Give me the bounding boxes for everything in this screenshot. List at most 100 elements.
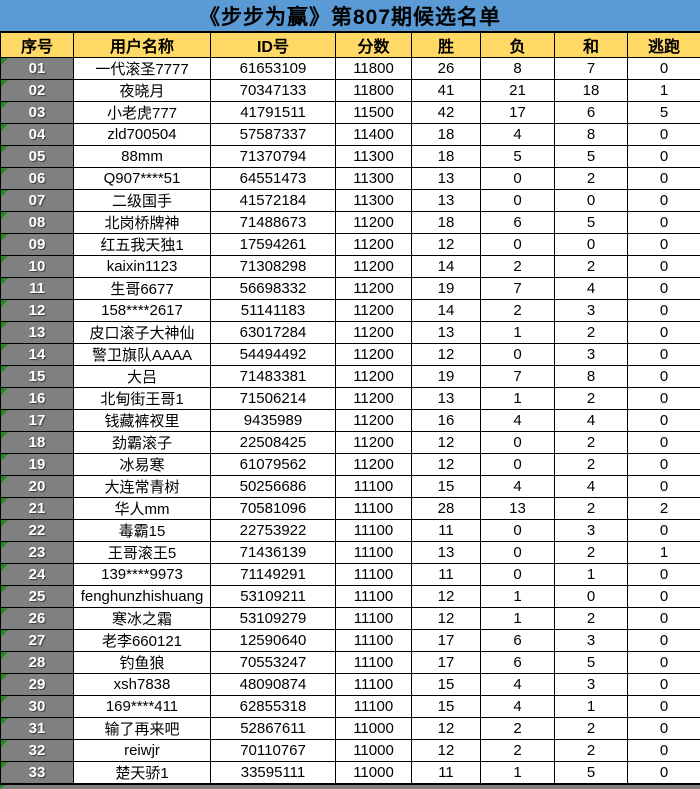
flee-cell[interactable]: 5 <box>628 102 700 124</box>
draws-cell[interactable]: 5 <box>555 652 628 674</box>
losses-cell[interactable]: 2 <box>481 740 555 762</box>
score-cell[interactable]: 11300 <box>336 190 412 212</box>
row-number-cell[interactable]: 33 <box>1 762 74 784</box>
flee-cell[interactable]: 0 <box>628 344 700 366</box>
losses-cell[interactable]: 0 <box>481 432 555 454</box>
row-number-cell[interactable]: 16 <box>1 388 74 410</box>
username-cell[interactable]: 红五我天独1 <box>74 234 211 256</box>
row-number-cell[interactable]: 27 <box>1 630 74 652</box>
username-cell[interactable]: 夜晓月 <box>74 80 211 102</box>
losses-cell[interactable]: 0 <box>481 168 555 190</box>
column-header-3[interactable]: 分数 <box>336 33 412 58</box>
row-number-cell[interactable]: 08 <box>1 212 74 234</box>
username-cell[interactable]: Q907****51 <box>74 168 211 190</box>
losses-cell[interactable]: 2 <box>481 300 555 322</box>
row-number-cell[interactable]: 19 <box>1 454 74 476</box>
id-cell[interactable]: 52867611 <box>211 718 336 740</box>
losses-cell[interactable]: 6 <box>481 630 555 652</box>
wins-cell[interactable]: 12 <box>412 432 481 454</box>
wins-cell[interactable]: 11 <box>412 762 481 784</box>
draws-cell[interactable]: 2 <box>555 542 628 564</box>
wins-cell[interactable]: 13 <box>412 542 481 564</box>
row-number-cell[interactable]: 05 <box>1 146 74 168</box>
wins-cell[interactable]: 15 <box>412 696 481 718</box>
row-number-cell[interactable]: 21 <box>1 498 74 520</box>
column-header-1[interactable]: 用户名称 <box>74 33 211 58</box>
draws-cell[interactable]: 7 <box>555 58 628 80</box>
id-cell[interactable]: 56698332 <box>211 278 336 300</box>
flee-cell[interactable]: 0 <box>628 146 700 168</box>
wins-cell[interactable]: 12 <box>412 344 481 366</box>
draws-cell[interactable]: 1 <box>555 696 628 718</box>
username-cell[interactable]: 冰易寒 <box>74 454 211 476</box>
draws-cell[interactable]: 2 <box>555 322 628 344</box>
row-number-cell[interactable]: 09 <box>1 234 74 256</box>
wins-cell[interactable]: 15 <box>412 674 481 696</box>
draws-cell[interactable]: 3 <box>555 674 628 696</box>
flee-cell[interactable]: 0 <box>628 388 700 410</box>
id-cell[interactable]: 53109211 <box>211 586 336 608</box>
losses-cell[interactable]: 4 <box>481 410 555 432</box>
score-cell[interactable]: 11200 <box>336 388 412 410</box>
row-number-cell[interactable]: 10 <box>1 256 74 278</box>
losses-cell[interactable]: 21 <box>481 80 555 102</box>
score-cell[interactable]: 11100 <box>336 564 412 586</box>
username-cell[interactable]: 王哥滚王5 <box>74 542 211 564</box>
wins-cell[interactable]: 12 <box>412 234 481 256</box>
flee-cell[interactable]: 0 <box>628 608 700 630</box>
score-cell[interactable]: 11200 <box>336 212 412 234</box>
flee-cell[interactable]: 0 <box>628 718 700 740</box>
username-cell[interactable]: 小老虎777 <box>74 102 211 124</box>
wins-cell[interactable]: 18 <box>412 146 481 168</box>
username-cell[interactable]: 大吕 <box>74 366 211 388</box>
draws-cell[interactable]: 2 <box>555 740 628 762</box>
username-cell[interactable]: 二级国手 <box>74 190 211 212</box>
row-number-cell[interactable]: 26 <box>1 608 74 630</box>
score-cell[interactable]: 11100 <box>336 498 412 520</box>
losses-cell[interactable]: 7 <box>481 366 555 388</box>
score-cell[interactable]: 11200 <box>336 256 412 278</box>
draws-cell[interactable]: 0 <box>555 586 628 608</box>
column-header-2[interactable]: ID号 <box>211 33 336 58</box>
losses-cell[interactable]: 1 <box>481 762 555 784</box>
score-cell[interactable]: 11100 <box>336 608 412 630</box>
wins-cell[interactable]: 26 <box>412 58 481 80</box>
score-cell[interactable]: 11300 <box>336 146 412 168</box>
losses-cell[interactable]: 0 <box>481 564 555 586</box>
flee-cell[interactable]: 0 <box>628 652 700 674</box>
id-cell[interactable]: 70553247 <box>211 652 336 674</box>
flee-cell[interactable]: 0 <box>628 190 700 212</box>
wins-cell[interactable]: 12 <box>412 608 481 630</box>
flee-cell[interactable]: 0 <box>628 432 700 454</box>
losses-cell[interactable]: 4 <box>481 674 555 696</box>
wins-cell[interactable]: 13 <box>412 388 481 410</box>
draws-cell[interactable]: 3 <box>555 630 628 652</box>
losses-cell[interactable]: 6 <box>481 212 555 234</box>
wins-cell[interactable]: 14 <box>412 300 481 322</box>
draws-cell[interactable]: 5 <box>555 212 628 234</box>
wins-cell[interactable]: 13 <box>412 190 481 212</box>
losses-cell[interactable]: 5 <box>481 146 555 168</box>
flee-cell[interactable]: 0 <box>628 520 700 542</box>
row-number-cell[interactable]: 23 <box>1 542 74 564</box>
id-cell[interactable]: 54494492 <box>211 344 336 366</box>
score-cell[interactable]: 11100 <box>336 630 412 652</box>
wins-cell[interactable]: 15 <box>412 476 481 498</box>
row-number-cell[interactable]: 18 <box>1 432 74 454</box>
username-cell[interactable]: 139****9973 <box>74 564 211 586</box>
score-cell[interactable]: 11200 <box>336 410 412 432</box>
wins-cell[interactable]: 42 <box>412 102 481 124</box>
flee-cell[interactable]: 0 <box>628 366 700 388</box>
losses-cell[interactable]: 4 <box>481 476 555 498</box>
username-cell[interactable]: 毒霸15 <box>74 520 211 542</box>
username-cell[interactable]: 华人mm <box>74 498 211 520</box>
row-number-cell[interactable]: 28 <box>1 652 74 674</box>
username-cell[interactable]: reiwjr <box>74 740 211 762</box>
losses-cell[interactable]: 8 <box>481 58 555 80</box>
row-number-cell[interactable]: 14 <box>1 344 74 366</box>
wins-cell[interactable]: 19 <box>412 278 481 300</box>
column-header-6[interactable]: 和 <box>555 33 628 58</box>
draws-cell[interactable]: 2 <box>555 168 628 190</box>
id-cell[interactable]: 61079562 <box>211 454 336 476</box>
score-cell[interactable]: 11000 <box>336 718 412 740</box>
